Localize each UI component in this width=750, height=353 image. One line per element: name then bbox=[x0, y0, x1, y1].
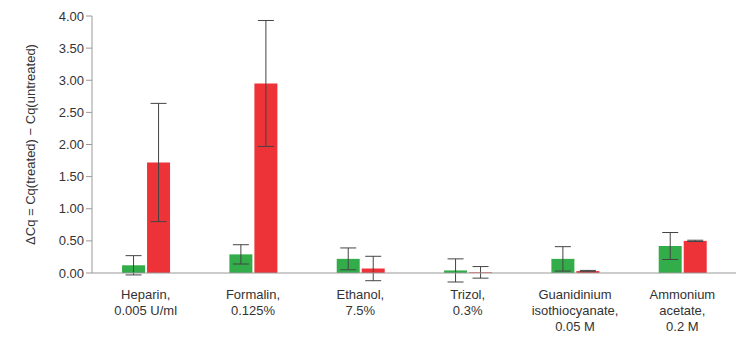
svg-text:2.00: 2.00 bbox=[59, 137, 84, 152]
svg-text:Guanidiniumisothiocyanate,0.05: Guanidiniumisothiocyanate,0.05 M bbox=[532, 287, 619, 334]
svg-text:2.50: 2.50 bbox=[59, 105, 84, 120]
svg-text:1.00: 1.00 bbox=[59, 201, 84, 216]
svg-text:ΔCq = Cq(treated) − Cq(untreat: ΔCq = Cq(treated) − Cq(untreated) bbox=[23, 44, 38, 245]
svg-text:0.00: 0.00 bbox=[59, 266, 84, 281]
svg-text:Ethanol,7.5%: Ethanol,7.5% bbox=[336, 287, 384, 318]
svg-text:4.00: 4.00 bbox=[59, 9, 84, 24]
svg-text:Heparin,0.005 U/ml: Heparin,0.005 U/ml bbox=[114, 287, 177, 318]
svg-text:3.00: 3.00 bbox=[59, 73, 84, 88]
svg-text:1.50: 1.50 bbox=[59, 169, 84, 184]
svg-text:Formalin,0.125%: Formalin,0.125% bbox=[226, 287, 280, 318]
svg-text:0.50: 0.50 bbox=[59, 233, 84, 248]
svg-text:Trizol,0.3%: Trizol,0.3% bbox=[450, 287, 485, 318]
svg-text:3.50: 3.50 bbox=[59, 41, 84, 56]
svg-text:Ammoniumacetate,0.2 M: Ammoniumacetate,0.2 M bbox=[649, 287, 715, 334]
